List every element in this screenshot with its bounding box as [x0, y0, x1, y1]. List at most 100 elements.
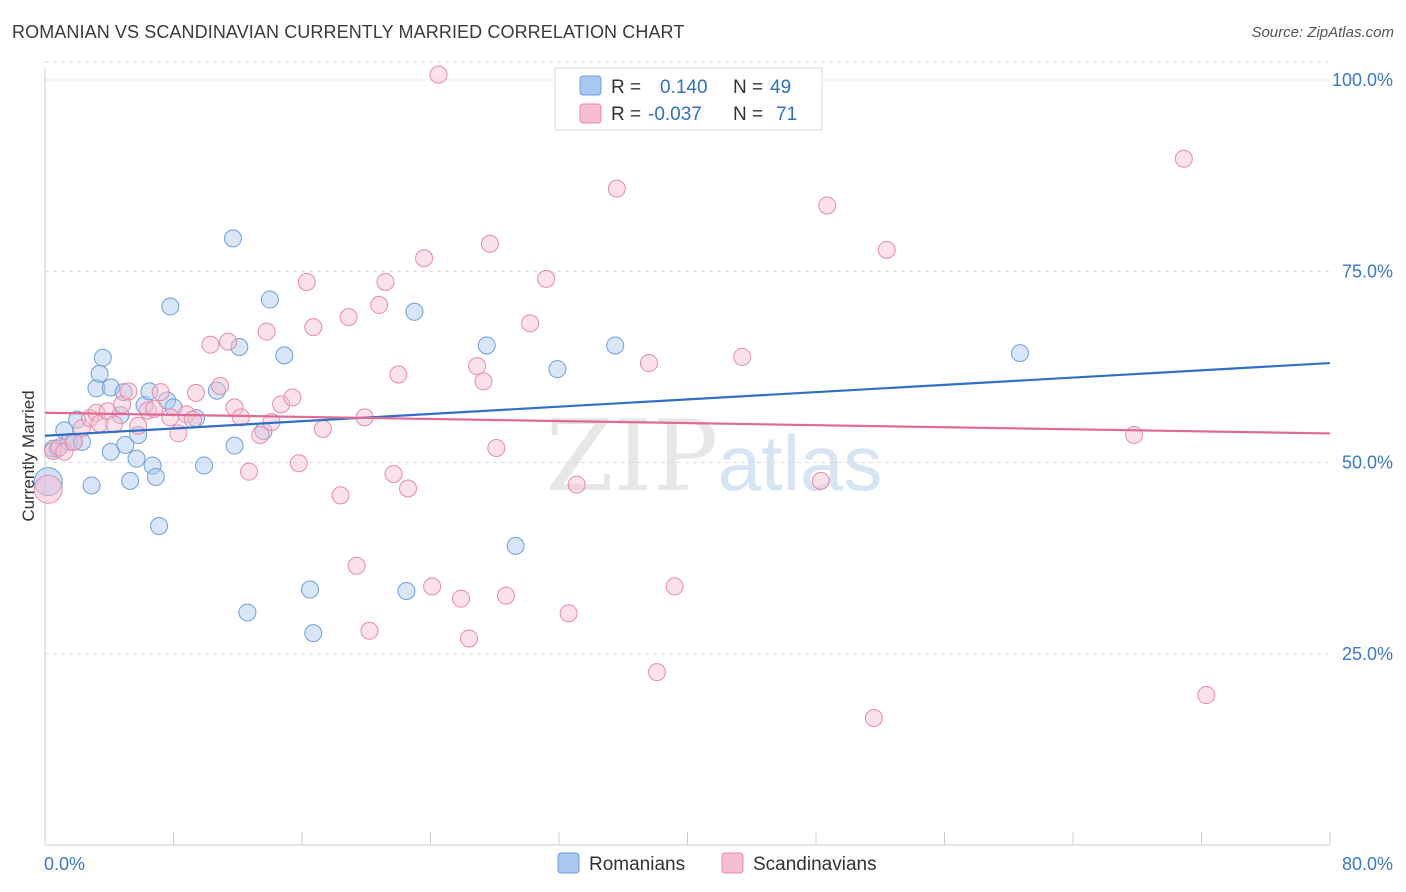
romanians-point	[506, 536, 525, 555]
scandinavians-point	[201, 335, 220, 354]
scandinavians-point	[289, 454, 308, 473]
scandinavians-point	[186, 383, 205, 402]
romanians-point	[238, 603, 257, 622]
scandinavians-point	[183, 410, 202, 429]
x-tick-label-min: 0.0%	[44, 854, 85, 874]
scandinavians-point	[283, 388, 302, 407]
scandinavians-point	[161, 408, 180, 427]
y-tick-label: 25.0%	[1342, 644, 1393, 664]
legend-n-label-romanians: N =	[733, 77, 763, 98]
legend-top: R = 0.140 N = 49 R = -0.037 N = 71	[554, 67, 823, 131]
grid-lines	[45, 61, 1330, 655]
scandinavians-point	[339, 308, 358, 327]
scandinavians-point	[145, 399, 164, 418]
scandinavians-point	[1174, 149, 1193, 168]
x-tick-label-max: 80.0%	[1342, 854, 1393, 874]
scandinavians-point	[864, 709, 883, 728]
scandinavians-point	[487, 438, 506, 457]
scandinavians-point	[468, 357, 487, 376]
romanians-point	[223, 229, 242, 248]
legend-r-label-scandinavians: R =	[611, 104, 641, 125]
scandinavians-point	[877, 240, 896, 259]
scandinavians-point	[399, 479, 418, 498]
scandinavians-point	[211, 377, 230, 395]
romanians-point	[68, 410, 87, 429]
scandinavians-point	[423, 577, 442, 596]
scandinavians-point	[559, 604, 578, 623]
legend-n-value-romanians: 49	[770, 77, 791, 98]
scandinavians-point	[460, 629, 479, 648]
romanians-point	[93, 348, 112, 367]
bottom-swatch-scandinavians	[721, 852, 744, 874]
scandinavians-point	[537, 269, 556, 288]
source-label: Source: ZipAtlas.com	[1251, 24, 1394, 41]
scandinavians-point	[231, 408, 250, 427]
romanians-point	[397, 582, 416, 601]
scandinavians-point	[811, 471, 830, 490]
romanians-point	[230, 337, 249, 356]
scandinavians-point	[257, 322, 276, 341]
scandinavians-point	[370, 295, 389, 314]
scandinavians-points	[33, 65, 1216, 728]
scandinavians-point	[55, 442, 74, 461]
scandinavians-point	[113, 395, 132, 414]
romanians-point	[275, 346, 294, 365]
legend-r-value-scandinavians: -0.037	[648, 104, 702, 125]
romanians-point	[260, 290, 279, 309]
bottom-legend-scandinavians: Scandinavians	[753, 854, 877, 875]
y-tick-label: 75.0%	[1342, 261, 1393, 281]
romanians-point	[1010, 344, 1029, 363]
scandinavians-point	[1125, 425, 1144, 444]
romanians-point	[146, 468, 165, 487]
scandinavians-point	[98, 402, 117, 421]
y-tick-label: 100.0%	[1332, 70, 1393, 90]
scandinavians-point	[304, 318, 323, 337]
romanians-point	[101, 442, 120, 461]
trend-lines	[44, 361, 1331, 437]
legend-swatch-romanians	[579, 75, 602, 96]
legend-swatch-scandinavians	[579, 103, 602, 124]
romanians-trend-line	[44, 361, 1331, 437]
scandinavians-point	[376, 272, 395, 291]
scandinavians-point	[313, 419, 332, 438]
romanians-point	[121, 471, 140, 490]
romanians-point	[143, 456, 162, 475]
romanians-point	[90, 364, 109, 383]
y-tick-label: 50.0%	[1342, 453, 1393, 473]
romanians-point	[304, 624, 323, 643]
romanians-point	[116, 435, 135, 454]
scandinavians-point	[733, 347, 752, 366]
romanians-point	[127, 449, 146, 468]
y-axis-label: Currently Married	[19, 390, 38, 521]
romanians-point	[195, 456, 214, 475]
romanians-point	[548, 360, 567, 379]
scandinavians-point	[567, 475, 586, 494]
chart-title: ROMANIAN VS SCANDINAVIAN CURRENTLY MARRI…	[12, 22, 685, 42]
scandinavians-point	[119, 382, 138, 401]
scandinavians-point	[151, 383, 170, 402]
bottom-legend-romanians: Romanians	[589, 854, 685, 875]
axes	[44, 68, 1331, 846]
scandinavians-point	[331, 486, 350, 505]
scandinavians-point	[415, 249, 434, 268]
romanians-point	[405, 302, 424, 321]
legend-n-label-scandinavians: N =	[733, 104, 763, 125]
scandinavians-point	[105, 415, 124, 434]
scandinavians-point	[647, 663, 666, 682]
romanians-point	[225, 436, 244, 455]
scandinavians-point	[818, 196, 837, 215]
scandinavians-point	[347, 556, 366, 575]
scandinavians-point	[389, 365, 408, 384]
scandinavians-point	[1197, 686, 1216, 705]
scandinavians-point	[239, 462, 258, 481]
romanians-point	[161, 297, 180, 316]
scandinavians-point	[429, 65, 448, 84]
scandinavians-point	[297, 272, 316, 291]
scandinavians-point	[219, 332, 238, 351]
romanians-point	[301, 580, 320, 599]
tick-labels: 25.0% 50.0% 75.0% 100.0% 0.0% 80.0%	[44, 70, 1393, 874]
romanians-point	[87, 379, 106, 398]
watermark-zip: ZIP	[546, 400, 719, 514]
romanians-points	[33, 229, 1029, 643]
romanians-point	[82, 476, 101, 495]
